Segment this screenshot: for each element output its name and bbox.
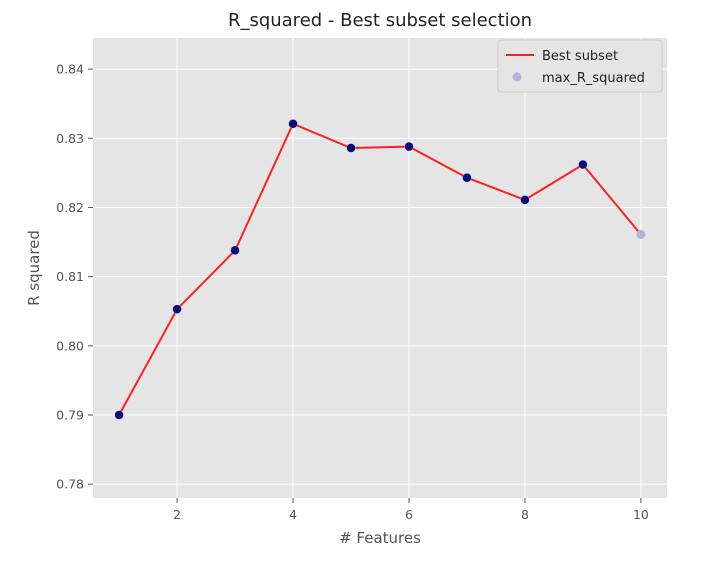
- y-axis-label: R squared: [25, 230, 43, 306]
- y-tick-label: 0.79: [56, 407, 84, 422]
- y-tick-label: 0.84: [56, 62, 84, 77]
- point-best-subset-highlight: [462, 173, 472, 182]
- x-axis-label: # Features: [339, 529, 421, 547]
- point-best-subset-highlight: [172, 304, 182, 314]
- y-tick-label: 0.78: [56, 477, 84, 492]
- series-points-group: [114, 119, 646, 420]
- point-best-subset-highlight: [114, 410, 124, 420]
- x-tick-label: 4: [289, 507, 297, 522]
- y-tick-label: 0.83: [56, 131, 84, 146]
- series-line-group: [118, 122, 642, 416]
- y-tick-label: 0.82: [56, 200, 84, 215]
- point-best-subset-highlight: [404, 142, 414, 151]
- x-tick-label: 6: [405, 507, 413, 522]
- y-axis-ticks: 0.78 0.79 0.80 0.81 0.82 0.83 0.84: [56, 62, 93, 492]
- y-tick-label: 0.81: [56, 269, 84, 284]
- series-line-best-subset: [118, 122, 642, 416]
- legend-box: [497, 39, 663, 93]
- point-max-r-squared: [636, 229, 646, 239]
- point-best-subset-highlight: [288, 119, 298, 128]
- point-best-subset-highlight: [230, 246, 240, 255]
- legend-swatch-max-r-squared: [512, 72, 522, 82]
- point-best-subset-highlight: [346, 143, 356, 153]
- x-axis-ticks: 2 4 6 8 10: [173, 498, 649, 522]
- legend-label-best-subset: Best subset: [542, 49, 618, 64]
- x-tick-label: 10: [633, 507, 649, 522]
- plot-area: [93, 38, 667, 498]
- grid-lines: [93, 38, 667, 498]
- legend: Best subset max_R_squared: [497, 39, 663, 93]
- x-tick-label: 2: [173, 507, 181, 522]
- point-best-subset-highlight: [578, 160, 588, 169]
- y-tick-label: 0.80: [56, 338, 84, 353]
- point-best-subset-highlight: [520, 195, 530, 205]
- chart-title: R_squared - Best subset selection: [228, 10, 532, 31]
- legend-label-max-r-squared: max_R_squared: [542, 71, 645, 86]
- x-tick-label: 8: [521, 507, 529, 522]
